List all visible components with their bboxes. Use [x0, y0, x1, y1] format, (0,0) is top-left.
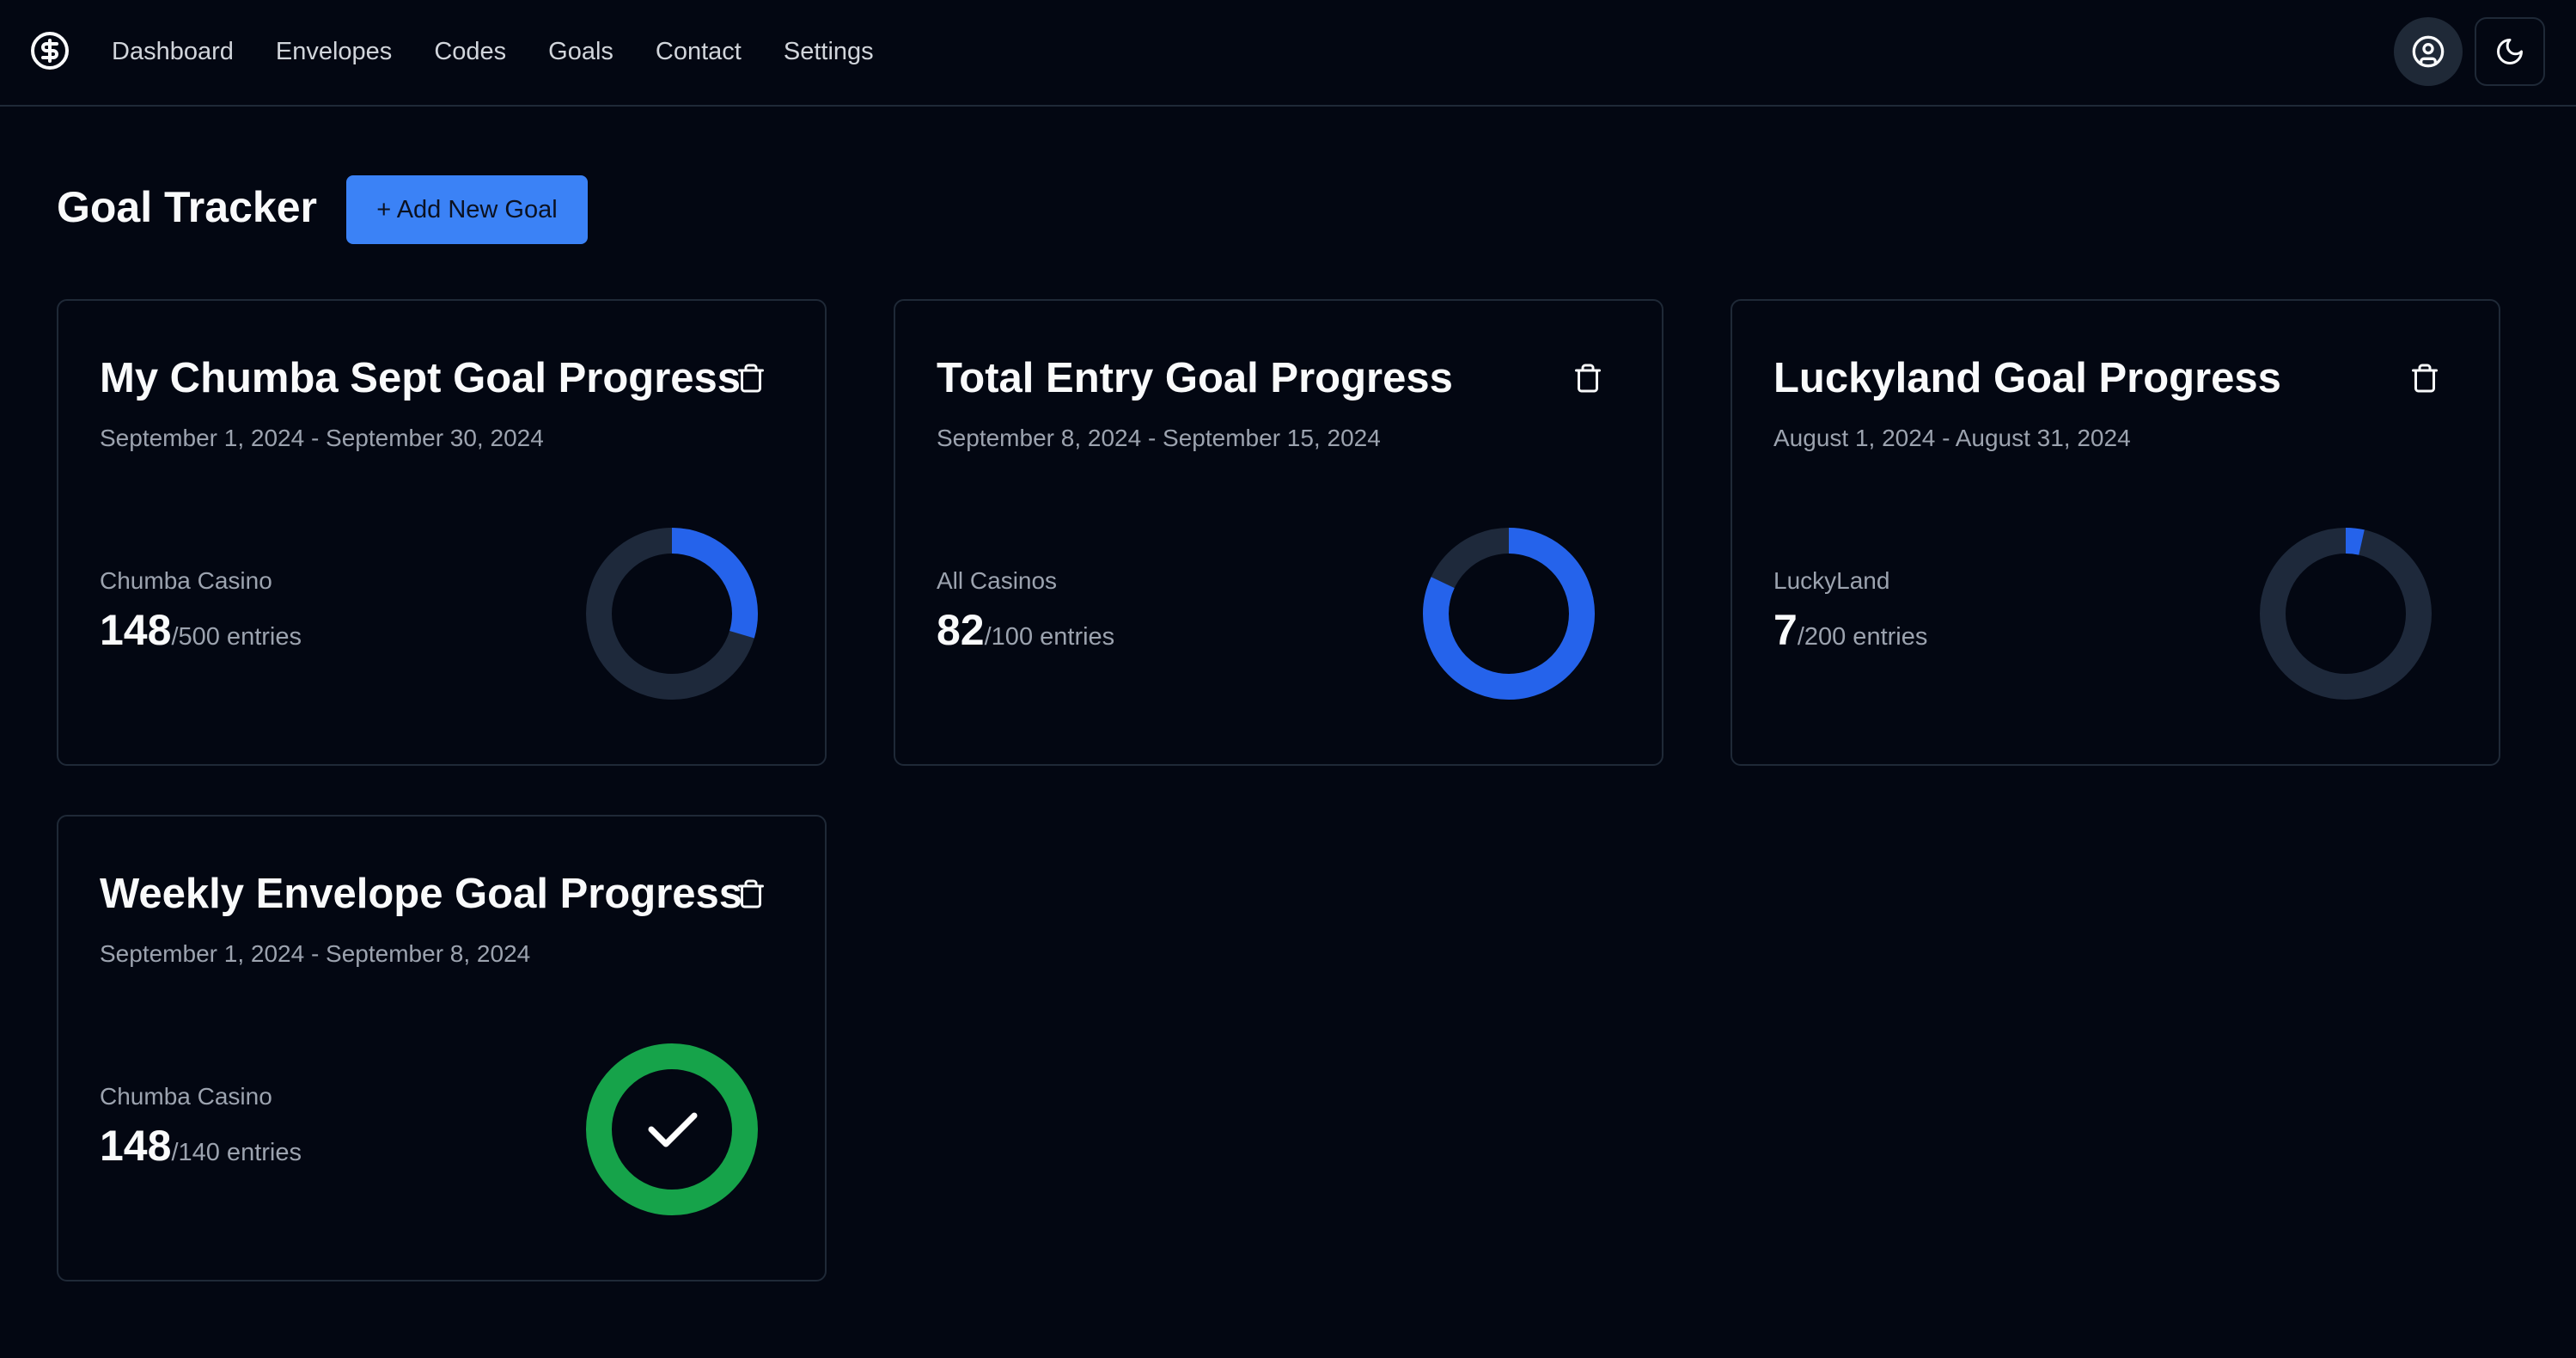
add-new-goal-button[interactable]: + Add New Goal: [346, 175, 588, 244]
trash-icon[interactable]: [736, 878, 766, 909]
goal-source: Chumba Casino: [100, 567, 272, 594]
main-nav: Dashboard Envelopes Codes Goals Contact …: [112, 0, 874, 103]
progress-ring-track: [2260, 528, 2432, 700]
goal-current-value: 148: [100, 1122, 172, 1170]
goal-progress-ring: [1423, 528, 1595, 700]
goal-target-text: /100 entries: [984, 623, 1115, 651]
goal-card: Luckyland Goal Progress August 1, 2024 - …: [1731, 299, 2500, 766]
goal-title: Luckyland Goal Progress: [1773, 355, 2281, 401]
goal-current-value: 148: [100, 606, 172, 654]
goal-card: Weekly Envelope Goal Progress September 1…: [57, 815, 827, 1282]
dollar-circle-icon[interactable]: [29, 30, 70, 71]
nav-dashboard[interactable]: Dashboard: [112, 37, 234, 65]
goal-card: Total Entry Goal Progress September 8, 20…: [894, 299, 1663, 766]
goal-source: All Casinos: [937, 567, 1058, 594]
goal-current-value: 7: [1773, 606, 1798, 654]
goal-date-range: September 8, 2024 - September 15, 2024: [937, 425, 1381, 451]
goal-target-text: /500 entries: [171, 623, 302, 651]
goal-title: Total Entry Goal Progress: [937, 355, 1453, 401]
goal-source: LuckyLand: [1773, 567, 1890, 594]
moon-icon: [2497, 39, 2523, 64]
goal-current-value: 82: [937, 606, 985, 654]
nav-envelopes[interactable]: Envelopes: [275, 37, 393, 65]
goal-complete-ring: [586, 1043, 758, 1215]
top-navbar: Dashboard Envelopes Codes Goals Contact …: [0, 0, 2576, 107]
goal-count: 148/140 entries: [100, 1121, 302, 1171]
goal-count: 7/200 entries: [1773, 605, 1927, 655]
goal-card: My Chumba Sept Goal Progress September 1,…: [57, 299, 827, 766]
goal-title: Weekly Envelope Goal Progress: [100, 871, 743, 917]
goal-source: Chumba Casino: [100, 1083, 272, 1110]
goal-date-range: September 1, 2024 - September 8, 2024: [100, 940, 531, 967]
trash-icon[interactable]: [1572, 363, 1603, 394]
user-menu-button[interactable]: [2394, 17, 2463, 86]
goal-target-text: /140 entries: [171, 1139, 302, 1166]
progress-ring-fill: [586, 528, 758, 700]
goal-target-text: /200 entries: [1797, 623, 1928, 651]
check-icon: [648, 1112, 698, 1147]
trash-icon[interactable]: [2409, 363, 2440, 394]
goal-progress-ring: [2260, 528, 2432, 700]
progress-ring-track: [586, 1043, 758, 1215]
progress-ring-fill: [1423, 528, 1595, 700]
user-circle-icon: [2412, 35, 2445, 68]
goal-title: My Chumba Sept Goal Progress: [100, 355, 742, 401]
progress-ring-fill: [2260, 528, 2432, 700]
goal-date-range: September 1, 2024 - September 30, 2024: [100, 425, 544, 451]
goal-count: 148/500 entries: [100, 605, 302, 655]
nav-contact[interactable]: Contact: [655, 37, 742, 65]
nav-goals[interactable]: Goals: [548, 37, 613, 65]
theme-toggle-button[interactable]: [2475, 17, 2545, 86]
goal-count: 82/100 entries: [937, 605, 1114, 655]
page-title: Goal Tracker: [57, 183, 317, 231]
nav-codes[interactable]: Codes: [434, 37, 507, 65]
nav-settings[interactable]: Settings: [783, 37, 874, 65]
trash-icon[interactable]: [736, 363, 766, 394]
goal-date-range: August 1, 2024 - August 31, 2024: [1773, 425, 2131, 451]
goal-progress-ring: [586, 528, 758, 700]
